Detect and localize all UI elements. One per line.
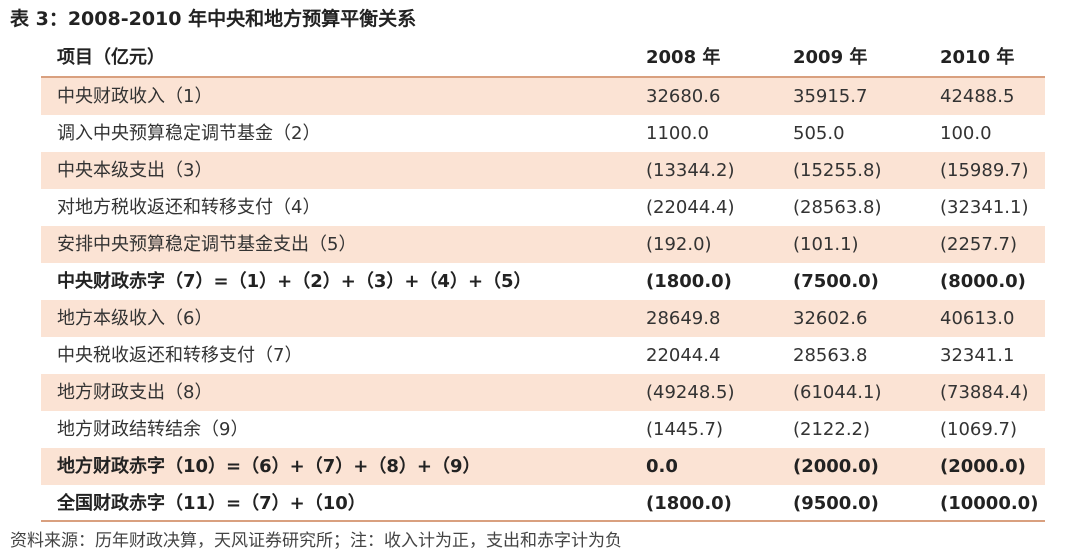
cell-2010: 32341.1: [940, 345, 1015, 366]
cell-2010: (10000.0): [940, 493, 1039, 514]
table-row: 中央财政收入（1） 32680.6 35915.7 42488.5: [41, 78, 1045, 115]
cell-2008: (192.0): [646, 234, 712, 255]
cell-2009: (28563.8): [793, 197, 882, 218]
cell-2008: (13344.2): [646, 160, 735, 181]
cell-2009: (9500.0): [793, 493, 879, 514]
table-row: 中央税收返还和转移支付（7） 22044.4 28563.8 32341.1: [41, 337, 1045, 374]
row-label: 对地方税收返还和转移支付（4）: [57, 197, 321, 218]
row-label: 安排中央预算稳定调节基金支出（5）: [57, 234, 357, 255]
row-label: 调入中央预算稳定调节基金（2）: [57, 123, 321, 144]
cell-2008: 1100.0: [646, 123, 709, 144]
cell-2010: (2000.0): [940, 456, 1026, 477]
cell-2008: 0.0: [646, 456, 678, 477]
cell-2009: 32602.6: [793, 308, 868, 329]
row-label: 中央本级支出（3）: [57, 160, 213, 181]
cell-2010: (15989.7): [940, 160, 1029, 181]
row-label: 中央财政收入（1）: [57, 86, 213, 107]
table-caption: 表 3：2008-2010 年中央和地方预算平衡关系: [10, 8, 417, 30]
cell-2010: (32341.1): [940, 197, 1029, 218]
cell-2010: (73884.4): [940, 382, 1029, 403]
row-label: 地方本级收入（6）: [57, 308, 213, 329]
table-header-row: 项目（亿元） 2008 年 2009 年 2010 年: [41, 40, 1045, 78]
cell-2008: (1445.7): [646, 419, 724, 440]
cell-2010: (8000.0): [940, 271, 1026, 292]
cell-2008: 28649.8: [646, 308, 721, 329]
cell-2009: 35915.7: [793, 86, 868, 107]
cell-2008: (1800.0): [646, 493, 732, 514]
cell-2009: (2000.0): [793, 456, 879, 477]
header-item: 项目（亿元）: [57, 47, 165, 68]
cell-2008: (1800.0): [646, 271, 732, 292]
table-row: 地方财政赤字（10）=（6）+（7）+（8）+（9） 0.0 (2000.0) (20…: [41, 448, 1045, 485]
table-row: 地方本级收入（6） 28649.8 32602.6 40613.0: [41, 300, 1045, 337]
cell-2010: 40613.0: [940, 308, 1015, 329]
cell-2008: (49248.5): [646, 382, 735, 403]
header-2010: 2010 年: [940, 47, 1015, 68]
cell-2009: 505.0: [793, 123, 845, 144]
header-2008: 2008 年: [646, 47, 721, 68]
cell-2009: (7500.0): [793, 271, 879, 292]
row-label: 中央税收返还和转移支付（7）: [57, 345, 303, 366]
budget-balance-table: 项目（亿元） 2008 年 2009 年 2010 年 中央财政收入（1） 326…: [41, 40, 1045, 522]
cell-2010: 100.0: [940, 123, 992, 144]
cell-2010: (2257.7): [940, 234, 1018, 255]
cell-2009: 28563.8: [793, 345, 868, 366]
table-row: 地方财政结转结余（9） (1445.7) (2122.2) (1069.7): [41, 411, 1045, 448]
table-row: 安排中央预算稳定调节基金支出（5） (192.0) (101.1) (2257.7): [41, 226, 1045, 263]
cell-2009: (2122.2): [793, 419, 871, 440]
source-note: 资料来源：历年财政决算，天风证券研究所；注：收入计为正，支出和赤字计为负: [10, 531, 622, 551]
cell-2009: (101.1): [793, 234, 859, 255]
table-row: 调入中央预算稳定调节基金（2） 1100.0 505.0 100.0: [41, 115, 1045, 152]
row-label: 地方财政结转结余（9）: [57, 419, 249, 440]
table-row: 对地方税收返还和转移支付（4） (22044.4) (28563.8) (32341.…: [41, 189, 1045, 226]
table-row: 地方财政支出（8） (49248.5) (61044.1) (73884.4): [41, 374, 1045, 411]
row-label: 中央财政赤字（7）=（1）+（2）+（3）+（4）+（5）: [57, 271, 532, 292]
cell-2008: 32680.6: [646, 86, 721, 107]
table-row: 中央本级支出（3） (13344.2) (15255.8) (15989.7): [41, 152, 1045, 189]
table-bottom-border: [41, 520, 1045, 522]
header-2009: 2009 年: [793, 47, 868, 68]
table-row: 中央财政赤字（7）=（1）+（2）+（3）+（4）+（5） (1800.0) (75…: [41, 263, 1045, 300]
cell-2008: 22044.4: [646, 345, 721, 366]
cell-2010: (1069.7): [940, 419, 1018, 440]
row-label: 地方财政赤字（10）=（6）+（7）+（8）+（9）: [57, 456, 481, 477]
cell-2009: (61044.1): [793, 382, 882, 403]
cell-2010: 42488.5: [940, 86, 1015, 107]
cell-2009: (15255.8): [793, 160, 882, 181]
row-label: 全国财政赤字（11）=（7）+（10）: [57, 493, 366, 514]
table-row: 全国财政赤字（11）=（7）+（10） (1800.0) (9500.0) (1000…: [41, 485, 1045, 522]
cell-2008: (22044.4): [646, 197, 735, 218]
row-label: 地方财政支出（8）: [57, 382, 213, 403]
